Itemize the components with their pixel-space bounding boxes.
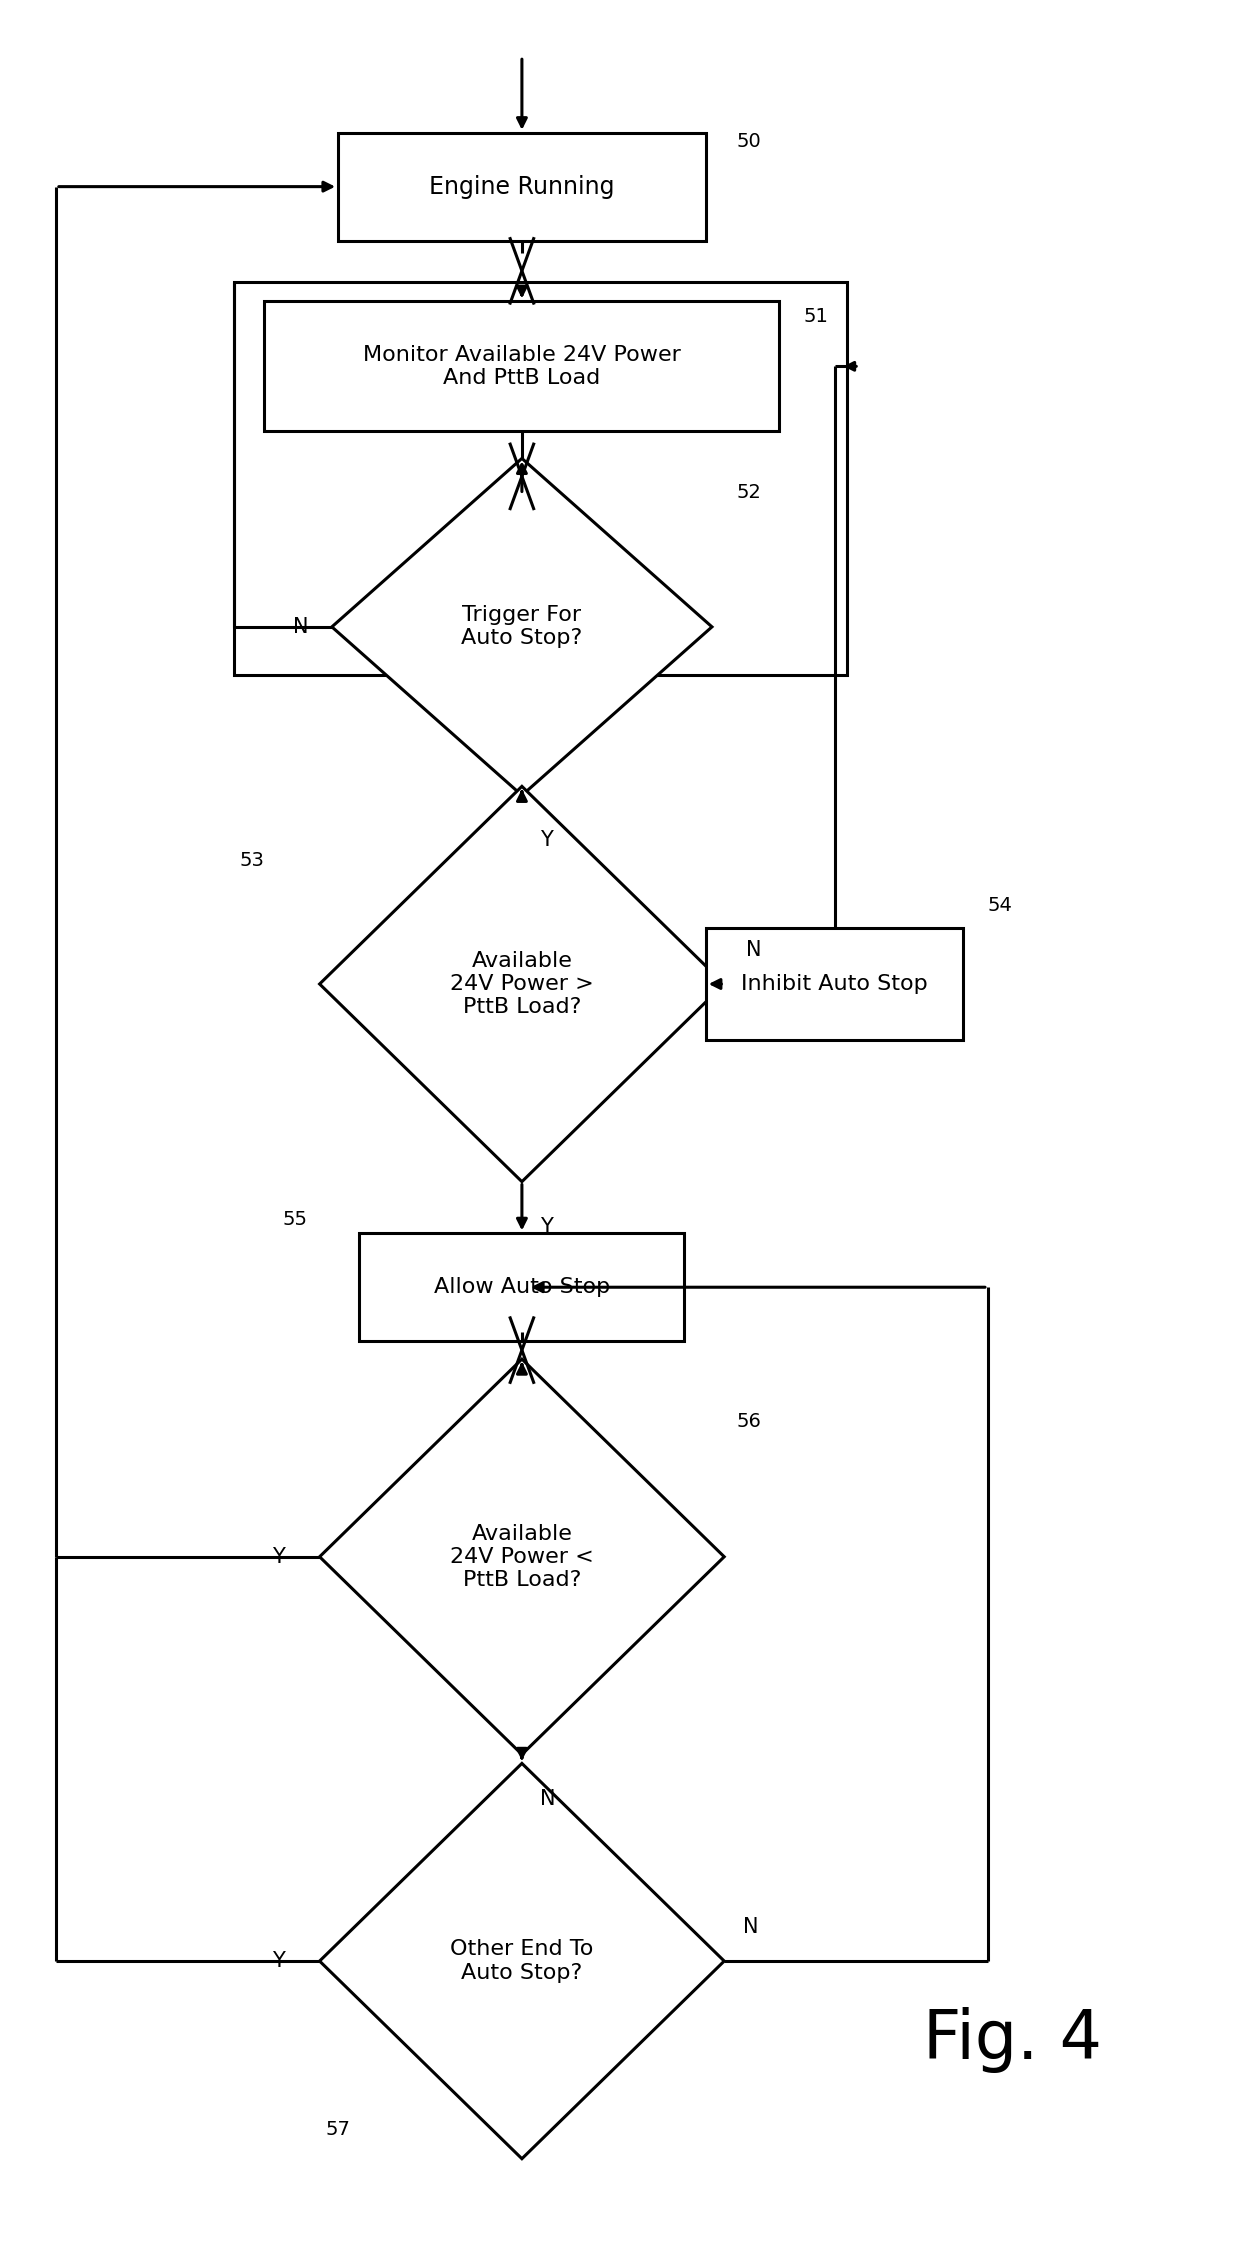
Text: 50: 50 bbox=[737, 133, 761, 151]
Text: 55: 55 bbox=[283, 1211, 308, 1229]
Text: Allow Auto Stop: Allow Auto Stop bbox=[434, 1277, 610, 1297]
Text: Monitor Available 24V Power
And PttB Load: Monitor Available 24V Power And PttB Loa… bbox=[363, 346, 681, 389]
Text: 52: 52 bbox=[737, 484, 761, 502]
Text: N: N bbox=[743, 1916, 758, 1937]
Text: N: N bbox=[294, 617, 309, 637]
Text: Inhibit Auto Stop: Inhibit Auto Stop bbox=[742, 974, 928, 994]
Polygon shape bbox=[320, 786, 724, 1182]
Text: Y: Y bbox=[273, 1546, 285, 1566]
Bar bbox=[234, 282, 847, 676]
Text: Available
24V Power <
PttB Load?: Available 24V Power < PttB Load? bbox=[450, 1523, 594, 1591]
Text: Y: Y bbox=[541, 829, 553, 850]
Text: 56: 56 bbox=[737, 1412, 761, 1431]
Polygon shape bbox=[320, 1358, 724, 1754]
Text: Y: Y bbox=[273, 1950, 285, 1971]
Text: Engine Running: Engine Running bbox=[429, 174, 615, 199]
Bar bbox=[339, 133, 706, 240]
Bar bbox=[360, 1234, 684, 1340]
Text: N: N bbox=[541, 1790, 556, 1810]
Text: 51: 51 bbox=[804, 307, 828, 325]
Text: Y: Y bbox=[541, 1216, 553, 1236]
Text: 57: 57 bbox=[326, 2120, 351, 2138]
Polygon shape bbox=[320, 1763, 724, 2158]
Bar bbox=[706, 929, 963, 1040]
Text: 53: 53 bbox=[239, 852, 265, 870]
Text: N: N bbox=[746, 940, 761, 960]
Text: Other End To
Auto Stop?: Other End To Auto Stop? bbox=[450, 1939, 594, 1982]
Text: Fig. 4: Fig. 4 bbox=[923, 2007, 1102, 2072]
Bar bbox=[264, 301, 780, 432]
Text: Trigger For
Auto Stop?: Trigger For Auto Stop? bbox=[461, 606, 583, 649]
Text: 54: 54 bbox=[988, 895, 1013, 915]
Text: Available
24V Power >
PttB Load?: Available 24V Power > PttB Load? bbox=[450, 951, 594, 1017]
Polygon shape bbox=[332, 459, 712, 796]
